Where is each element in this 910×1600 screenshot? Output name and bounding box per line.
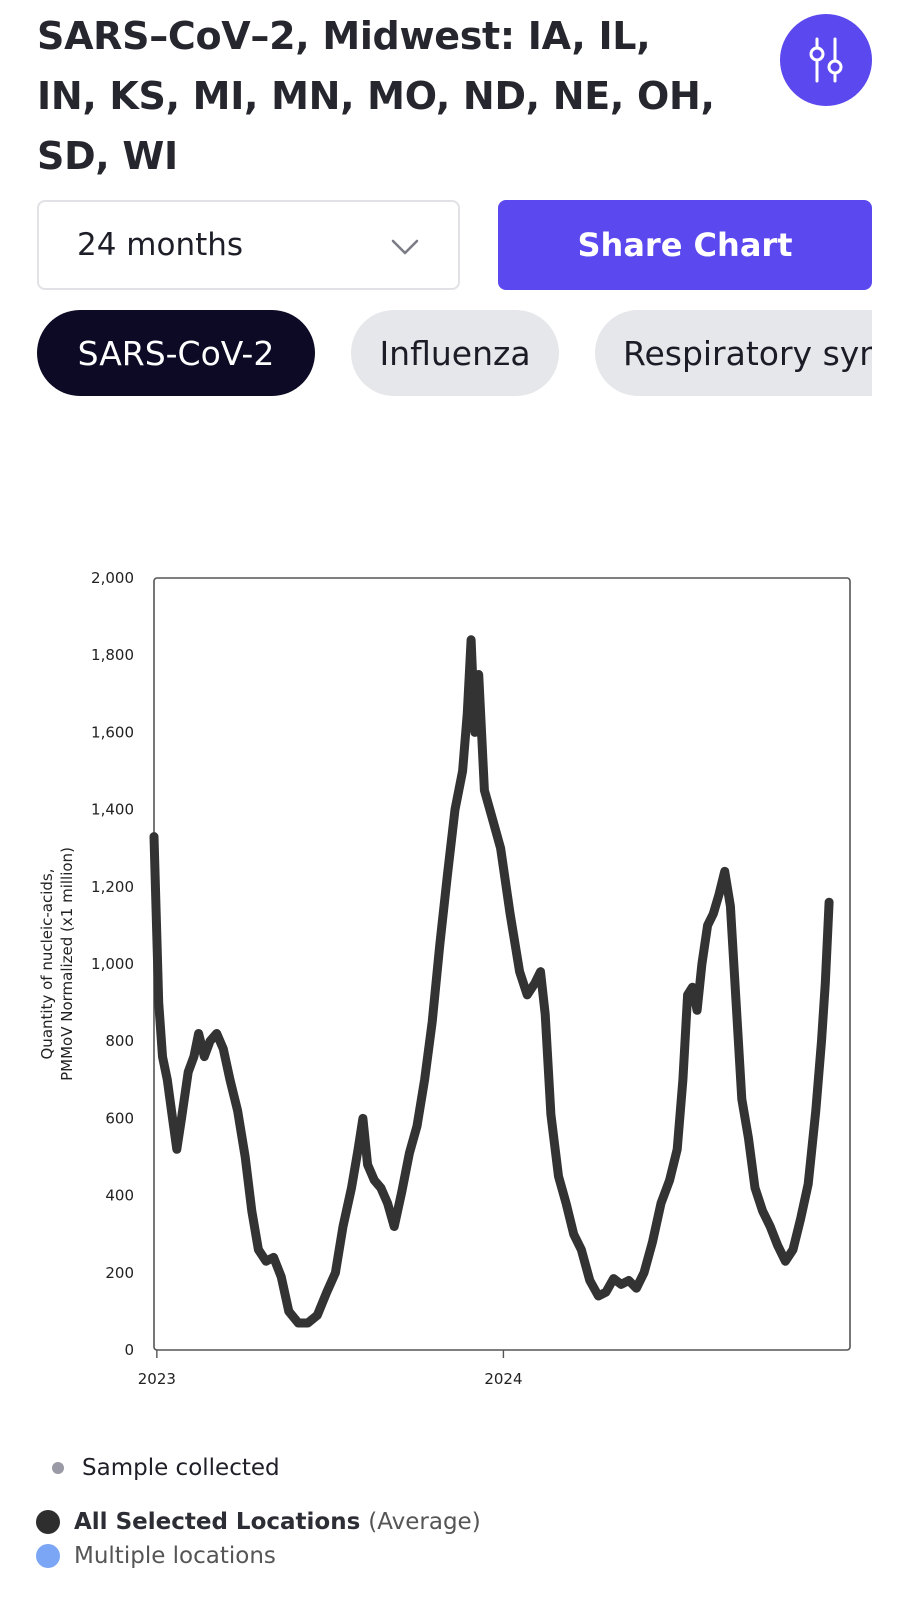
all-locations-dot-icon bbox=[36, 1510, 60, 1534]
y-tick-label: 400 bbox=[105, 1187, 134, 1205]
y-tick-label: 1,400 bbox=[91, 801, 134, 819]
chart-settings-button[interactable] bbox=[780, 14, 872, 106]
tab-respiratory-syncytial-virus[interactable]: Respiratory syncytial virus bbox=[595, 310, 872, 396]
pathogen-tabs: SARS-CoV-2 Influenza Respiratory syncyti… bbox=[37, 310, 872, 398]
sample-dot-icon bbox=[52, 1462, 64, 1474]
chevron-down-icon bbox=[391, 239, 419, 255]
share-chart-button[interactable]: Share Chart bbox=[498, 200, 872, 290]
time-range-value: 24 months bbox=[77, 227, 244, 263]
legend-all-locations-label: All Selected Locations bbox=[74, 1509, 361, 1535]
y-axis-label: Quantity of nucleic-acids, PMMoV Normaliz… bbox=[38, 847, 76, 1081]
legend-all-locations-suffix: (Average) bbox=[368, 1509, 481, 1535]
legend-item-all-locations: All Selected Locations (Average) bbox=[36, 1509, 481, 1535]
legend-sample-label: Sample collected bbox=[82, 1455, 280, 1481]
page-title: SARS–CoV–2, Midwest: IA, IL, IN, KS, MI,… bbox=[37, 14, 715, 178]
legend-item-sample: Sample collected bbox=[36, 1455, 280, 1481]
y-tick-label: 1,600 bbox=[91, 723, 134, 741]
tab-influenza[interactable]: Influenza bbox=[351, 310, 559, 396]
legend-item-multiple-locations: Multiple locations bbox=[36, 1543, 276, 1569]
y-tick-label: 200 bbox=[105, 1264, 134, 1282]
multiple-locations-dot-icon bbox=[36, 1544, 60, 1568]
x-tick-label: 2024 bbox=[484, 1370, 522, 1388]
legend-multiple-locations-label: Multiple locations bbox=[74, 1543, 276, 1569]
wastewater-line-chart: 0 200 400 600 800 1,000 1,200 1,400 1,600 1,800 2,… bbox=[38, 569, 851, 1388]
y-tick-label: 2,000 bbox=[91, 569, 134, 587]
x-tick-label: 2023 bbox=[138, 1370, 176, 1388]
y-tick-label: 800 bbox=[105, 1032, 134, 1050]
chart-area: 0 200 400 600 800 1,000 1,200 1,400 1,600 1,800 2,… bbox=[0, 560, 910, 1400]
sliders-icon bbox=[809, 37, 843, 83]
tab-sars-cov-2[interactable]: SARS-CoV-2 bbox=[37, 310, 315, 396]
time-range-select[interactable]: 24 months bbox=[37, 200, 460, 290]
series-line-all-selected-locations bbox=[149, 635, 834, 1328]
y-tick-label: 1,000 bbox=[91, 955, 134, 973]
y-tick-label: 1,800 bbox=[91, 646, 134, 664]
y-tick-label: 0 bbox=[124, 1341, 134, 1359]
y-tick-label: 1,200 bbox=[91, 878, 134, 896]
y-tick-label: 600 bbox=[105, 1109, 134, 1127]
